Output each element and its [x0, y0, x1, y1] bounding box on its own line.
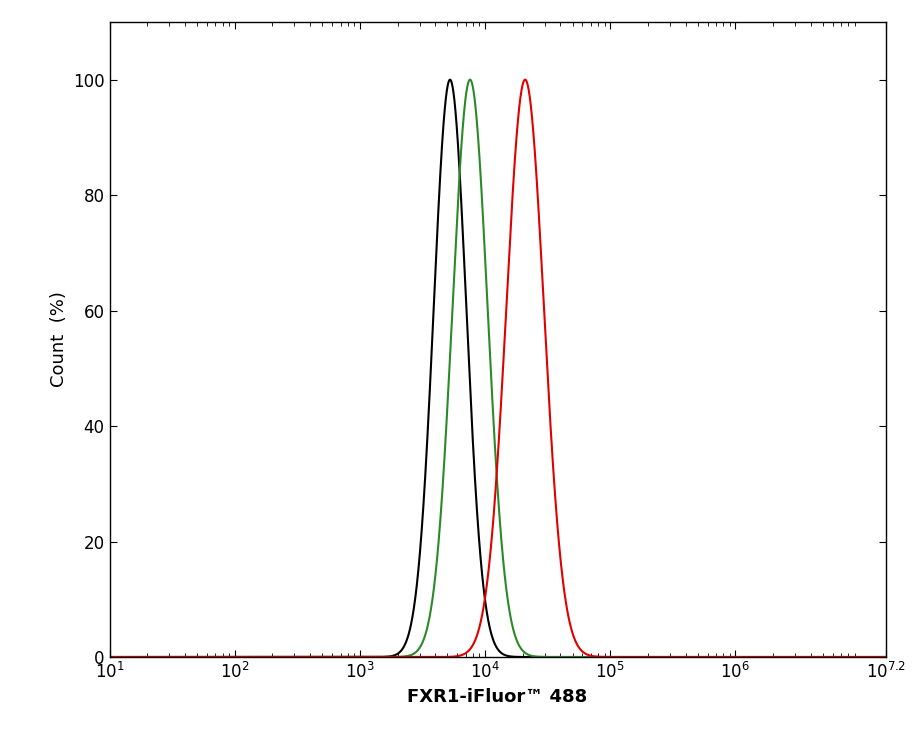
X-axis label: FXR1-iFluor™ 488: FXR1-iFluor™ 488: [407, 688, 588, 705]
Y-axis label: Count  (%): Count (%): [49, 291, 68, 388]
